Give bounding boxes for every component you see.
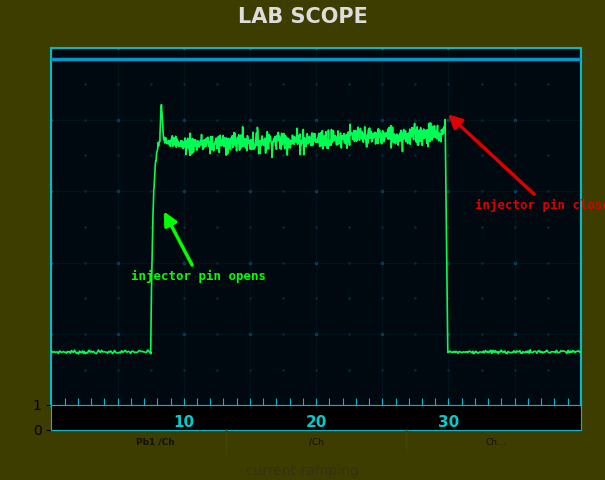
- Text: injector pin closes: injector pin closes: [451, 117, 605, 212]
- Text: current ramping: current ramping: [246, 464, 359, 479]
- Text: Ch...: Ch...: [485, 438, 506, 447]
- Text: /Ch: /Ch: [309, 438, 324, 447]
- Text: 10: 10: [173, 415, 194, 430]
- Text: injector pin opens: injector pin opens: [131, 215, 266, 283]
- Text: Pb1 /Ch: Pb1 /Ch: [136, 438, 175, 447]
- Text: 20: 20: [306, 415, 327, 430]
- Text: 30: 30: [438, 415, 459, 430]
- Text: LAB SCOPE: LAB SCOPE: [238, 7, 367, 27]
